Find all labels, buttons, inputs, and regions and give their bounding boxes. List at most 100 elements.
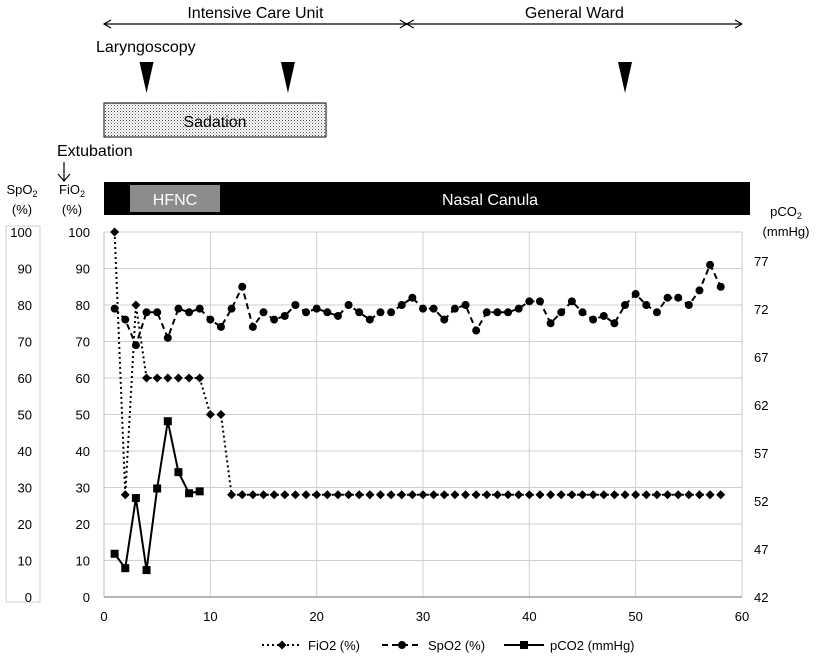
pco2-data-point <box>185 489 194 498</box>
spo2-data-point <box>227 304 236 313</box>
phase-arrow-head-right <box>399 19 408 29</box>
grid <box>104 231 743 597</box>
fio2-data-point <box>631 490 641 500</box>
fio2-data-point <box>652 490 662 500</box>
spo2-data-point <box>387 308 396 317</box>
fio2-data-point <box>641 490 651 500</box>
y-left-tick-label: 10 <box>76 554 90 569</box>
spo2-data-point <box>365 315 374 324</box>
x-tick-label: 10 <box>203 609 217 624</box>
fio2-data-point <box>418 490 428 500</box>
y-left-tick-label: 40 <box>76 444 90 459</box>
fio2-data-point <box>694 490 704 500</box>
fio2-data-point <box>110 227 120 237</box>
laryngoscopy-marker <box>280 62 295 93</box>
spo2-data-point <box>302 308 311 317</box>
axes: 0 10 20 30 40 50 60010203040506070809010042475… <box>5 182 810 624</box>
pco2-data-point <box>174 468 183 477</box>
fio2-data-point <box>205 410 215 419</box>
y-left-tick-label: 90 <box>76 262 90 277</box>
y-right-tick-label: 77 <box>754 254 768 269</box>
fio2-data-point <box>503 490 513 500</box>
spo2-data-point <box>514 304 523 313</box>
fio2-data-point <box>482 490 492 500</box>
legend-marker <box>520 641 528 649</box>
fio2-data-point <box>535 490 545 500</box>
fio2-data-point <box>705 490 715 500</box>
spo2-data-point <box>642 301 651 309</box>
y-left-tick-label: 20 <box>76 517 90 532</box>
spo2-axis-title-sub: 2 <box>33 189 38 199</box>
y-spo2-tick-label: 40 <box>18 444 32 459</box>
fio2-data-point <box>269 490 279 500</box>
spo2-data-point <box>163 333 172 342</box>
y-right-tick-label: 57 <box>754 446 768 461</box>
spo2-data-point <box>525 297 534 306</box>
spo2-data-point <box>259 308 268 317</box>
fio2-data-point <box>439 490 449 500</box>
y-left-tick-label: 70 <box>76 335 90 350</box>
fio2-data-point <box>131 300 141 310</box>
spo2-data-point <box>450 304 459 313</box>
y-spo2-tick-label: 90 <box>18 262 32 277</box>
spo2-data-point <box>567 297 576 306</box>
y-left-tick-label: 50 <box>76 408 90 423</box>
timeline-header: Intensive Care Unit General Ward Laryngosc… <box>57 5 743 182</box>
fio2-data-point <box>322 490 332 500</box>
series-layer <box>110 227 726 575</box>
legend: FiO2 (%) SpO2 (%) pCO2 (mmHg) <box>262 638 635 653</box>
x-tick-label: 0 <box>100 609 107 624</box>
y-spo2-tick-label: 50 <box>18 408 32 423</box>
fio2-data-point <box>290 490 300 500</box>
spo2-data-point <box>291 301 300 309</box>
y-left-tick-label: 100 <box>68 225 90 240</box>
spo2-data-point <box>557 308 566 317</box>
spo2-data-point <box>333 311 342 320</box>
spo2-scale-box <box>5 225 41 603</box>
spo2-data-point <box>706 260 715 269</box>
phase-arrow-head-left <box>102 19 112 29</box>
fio2-axis-title-main: FiO <box>59 182 80 197</box>
y-spo2-tick-label: 0 <box>25 590 32 605</box>
fio2-data-point <box>397 490 407 500</box>
y-right-tick-label: 62 <box>754 398 768 413</box>
fio2-axis-title-sub: 2 <box>80 189 85 199</box>
y-left-tick-label: 0 <box>83 590 90 605</box>
fio2-data-point <box>344 490 354 500</box>
spo2-data-point <box>589 315 598 324</box>
spo2-data-point <box>344 301 353 309</box>
phase-label: General Ward <box>525 5 624 22</box>
y-right-tick-label: 42 <box>754 590 768 605</box>
hfnc-bar <box>130 185 220 212</box>
spo2-data-point <box>110 304 119 313</box>
sedation-box <box>103 102 327 138</box>
spo2-data-point <box>312 304 321 313</box>
fio2-data-point <box>450 490 460 500</box>
spo2-data-point <box>599 311 608 320</box>
laryngoscopy-marker <box>139 62 154 93</box>
spo2-data-point <box>461 301 470 309</box>
spo2-data-point <box>323 308 332 317</box>
fio2-data-point <box>386 490 396 500</box>
fio2-data-point <box>301 490 311 500</box>
x-tick-label: 40 <box>522 609 536 624</box>
extubation-arrow-head <box>57 173 71 182</box>
x-tick-label: 30 <box>416 609 430 624</box>
phase-label: Intensive Care Unit <box>187 5 324 22</box>
spo2-data-point <box>546 319 555 328</box>
y-left-tick-label: 80 <box>76 298 90 313</box>
laryngoscopy-label: Laryngoscopy <box>96 39 196 56</box>
spo2-data-point <box>397 301 406 309</box>
legend-marker <box>277 640 287 650</box>
spo2-data-point <box>716 282 725 291</box>
fio2-data-point <box>546 490 556 500</box>
fio2-data-point <box>173 373 183 383</box>
fio2-data-point <box>524 490 534 500</box>
y-left-tick-label: 30 <box>76 481 90 496</box>
fio2-data-point <box>716 490 726 500</box>
spo2-data-point <box>216 322 225 331</box>
pco2-axis-unit: (mmHg) <box>763 224 810 239</box>
pco2-data-point <box>121 564 130 573</box>
